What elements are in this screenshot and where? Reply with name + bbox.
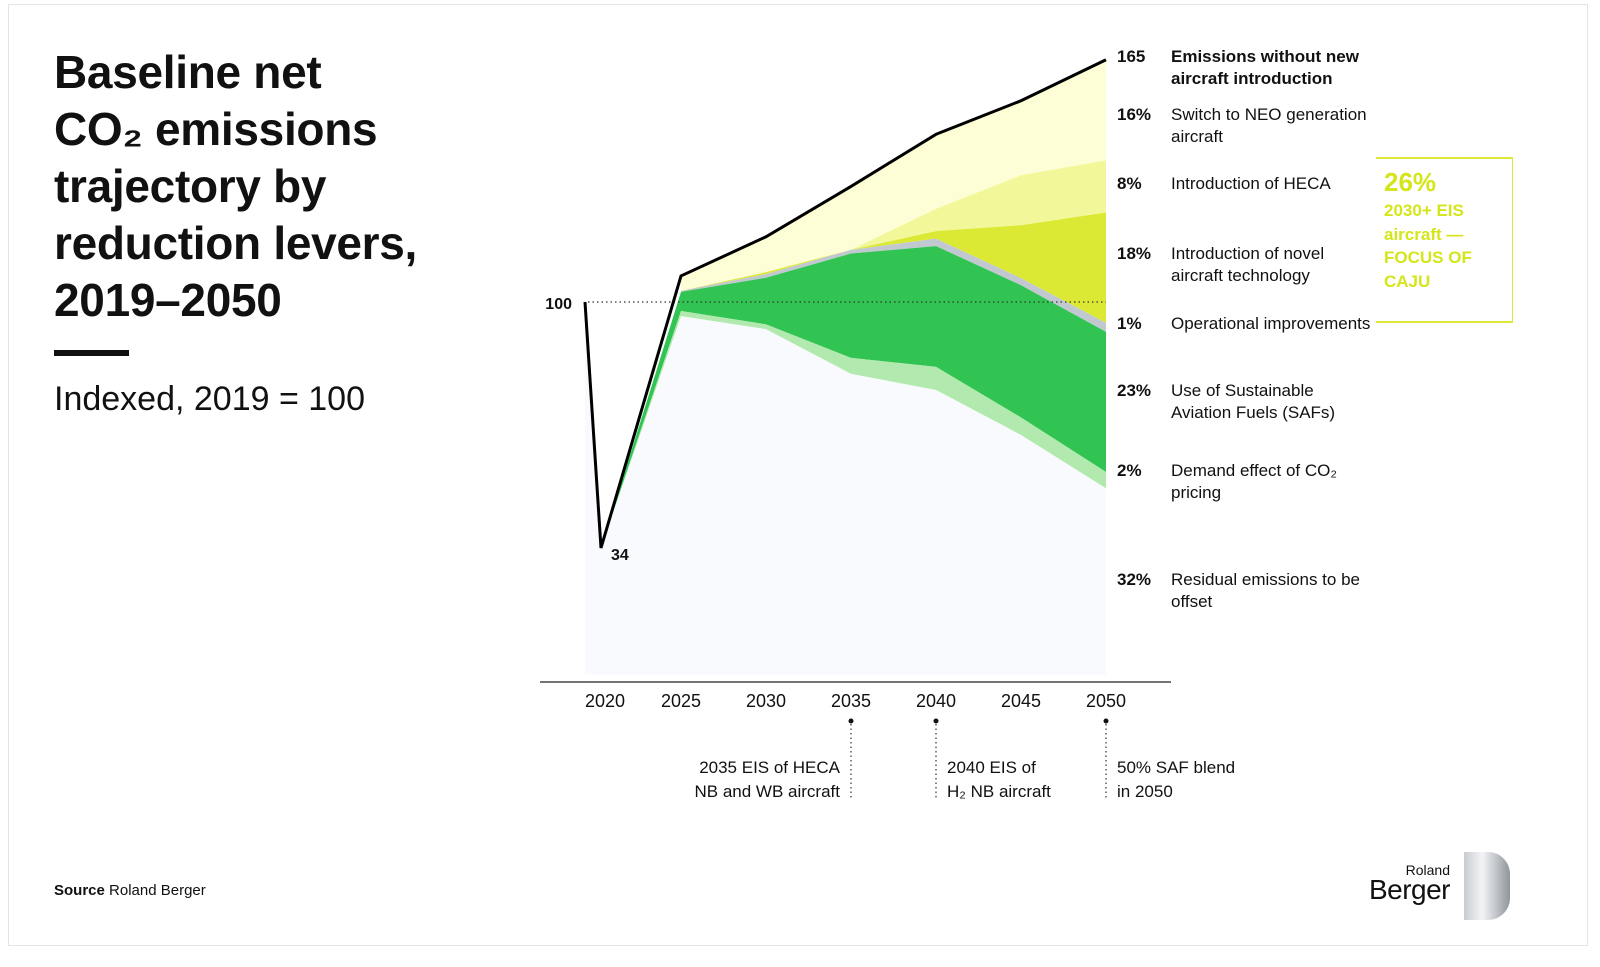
legend-value: 165 <box>1117 47 1146 66</box>
x-tick-label: 2020 <box>584 691 626 711</box>
area-introduction-of-novel-aircraft-technology <box>681 212 1106 323</box>
legend-label: Switch to NEO generation aircraft <box>1171 105 1367 146</box>
annotation-dot <box>933 718 939 724</box>
x-tick-label: 2040 <box>915 691 957 711</box>
x-tick-label: 2025 <box>660 691 702 711</box>
baseline-line <box>583 58 1107 549</box>
legend-label: Use of Sustainable Aviation Fuels (SAFs) <box>1171 381 1336 422</box>
chart-title: Baseline net CO₂ emissions trajectory by… <box>54 44 417 329</box>
title-divider <box>54 350 129 356</box>
title-line: CO₂ emissions <box>54 103 378 155</box>
roland-berger-logo: Roland Berger <box>1368 852 1518 924</box>
legend-value: 32% <box>1117 570 1152 589</box>
annotation-line-text: 2035 EIS of HECA <box>699 758 840 777</box>
annotation-line-text: in 2050 <box>1117 782 1173 801</box>
annotation-text: 2035 EIS of HECA NB and WB aircraft <box>695 756 841 804</box>
focus-value: 26% <box>1384 167 1437 197</box>
area-introduction-of-heca <box>681 160 1106 291</box>
source-note: Source Roland Berger <box>54 882 206 899</box>
annotation-line-text: H₂ NB aircraft <box>947 782 1051 801</box>
title-line: Baseline net <box>54 46 322 98</box>
title-line: 2019–2050 <box>54 274 282 326</box>
annotation-line-text: 2040 EIS of <box>947 758 1036 777</box>
title-line: trajectory by <box>54 160 327 212</box>
source-label: Source <box>54 882 105 899</box>
title-line: reduction levers, <box>54 217 418 269</box>
annotation-line-text: NB and WB aircraft <box>694 782 841 801</box>
x-tick-label: 2035 <box>830 691 872 711</box>
area-residual-emissions-to-be-offset <box>585 302 1106 675</box>
page-frame <box>8 4 1588 946</box>
area-use-of-sustainable-aviation-fuels-safs- <box>601 246 1106 548</box>
legend-label: Operational improvements <box>1171 314 1371 333</box>
legend-value: 18% <box>1117 244 1152 263</box>
legend-value: 2% <box>1117 461 1142 480</box>
source-text: Roland Berger <box>109 882 206 899</box>
legend-value: 8% <box>1117 174 1142 193</box>
annotation-dot <box>848 718 854 724</box>
legend-label: Introduction of novel aircraft technolog… <box>1171 244 1325 285</box>
area-demand-effect-of-co-pricing <box>601 310 1106 548</box>
legend-label: Residual emissions to be offset <box>1171 570 1360 611</box>
legend-label: Emissions without new aircraft introduct… <box>1171 47 1359 88</box>
annotation-dot <box>1103 718 1109 724</box>
logo-text-roland: Roland <box>1405 862 1450 878</box>
annotation-text: 50% SAF blend in 2050 <box>1117 756 1235 804</box>
legend-value: 16% <box>1117 105 1152 124</box>
legend-label: Demand effect of CO₂ pricing <box>1171 461 1337 502</box>
logo-text-berger: Berger <box>1368 874 1451 905</box>
x-tick-label: 2045 <box>1000 691 1042 711</box>
x-tick-label: 2030 <box>745 691 787 711</box>
chart-subtitle: Indexed, 2019 = 100 <box>54 380 365 418</box>
legend-label: Introduction of HECA <box>1171 174 1331 193</box>
x-tick-label: 2050 <box>1085 691 1127 711</box>
annotation-line-text: 50% SAF blend <box>1117 758 1236 777</box>
logo-b-mark-icon <box>1464 852 1510 920</box>
focus-callout: 26% 2030+ EIS aircraft — FOCUS OF CAJU <box>1376 157 1513 323</box>
focus-text: 2030+ EIS aircraft — FOCUS OF CAJU <box>1384 201 1472 291</box>
point-label-100: 100 <box>545 296 572 313</box>
point-label-34: 34 <box>611 547 629 564</box>
legend-value: 23% <box>1117 381 1152 400</box>
legend-value: 1% <box>1117 314 1142 333</box>
annotation-text: 2040 EIS of H₂ NB aircraft <box>947 756 1051 804</box>
area-switch-to-neo-generation-aircraft <box>681 59 1106 291</box>
